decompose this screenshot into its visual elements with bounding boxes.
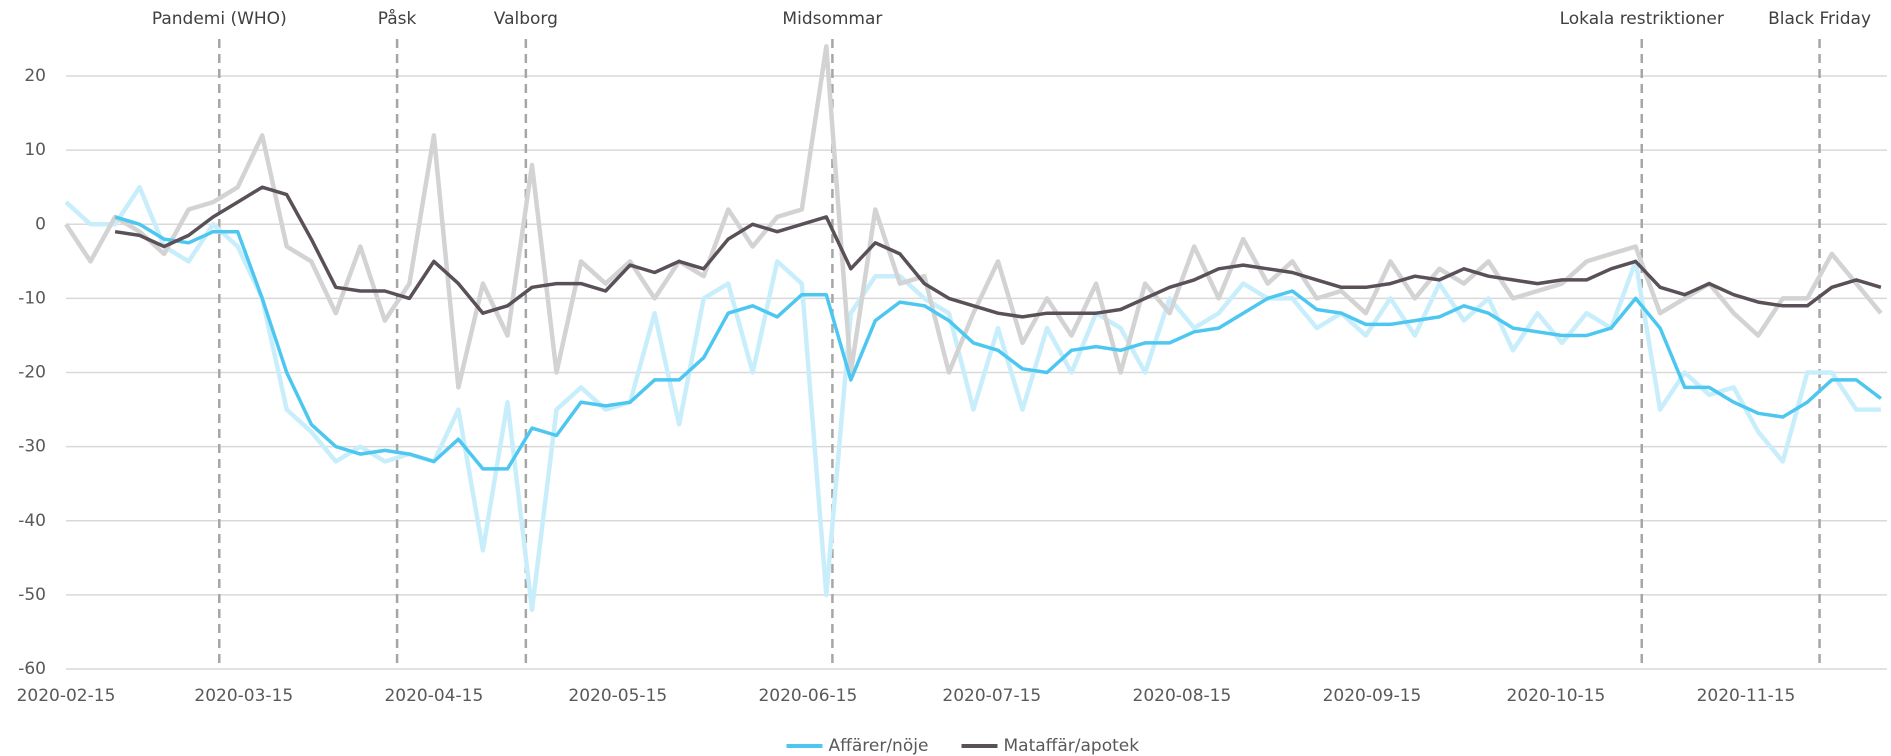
y-tick-label: 10: [24, 140, 46, 160]
x-tick-label: 2020-11-15: [1697, 686, 1796, 706]
y-tick-label: -30: [18, 437, 46, 457]
y-tick-label: 20: [24, 66, 46, 86]
x-tick-label: 2020-09-15: [1323, 686, 1422, 706]
legend-label: Affärer/nöje: [829, 736, 929, 756]
annotation-label: Black Friday: [1768, 9, 1871, 29]
annotation-label: Midsommar: [782, 9, 882, 29]
y-tick-label: 0: [35, 214, 46, 234]
x-tick-label: 2020-02-15: [17, 686, 116, 706]
series-line: [114, 185, 1882, 319]
series-line: [64, 44, 1883, 390]
annotation-label: Pandemi (WHO): [152, 9, 287, 29]
annotation-label: Lokala restriktioner: [1560, 9, 1724, 29]
y-tick-label: -10: [18, 288, 46, 308]
x-tick-label: 2020-07-15: [942, 686, 1041, 706]
annotation-label: Valborg: [494, 9, 558, 29]
x-tick-label: 2020-04-15: [384, 686, 483, 706]
y-tick-label: -40: [18, 511, 46, 531]
annotation-label: Påsk: [378, 8, 417, 29]
x-tick-label: 2020-10-15: [1507, 686, 1606, 706]
y-tick-label: -60: [18, 659, 46, 679]
x-tick-label: 2020-06-15: [758, 686, 857, 706]
series-line: [64, 184, 1881, 612]
x-tick-label: 2020-03-15: [194, 686, 293, 706]
y-tick-label: -20: [18, 363, 46, 383]
x-tick-label: 2020-05-15: [568, 686, 667, 706]
y-tick-label: -50: [18, 585, 46, 605]
series-line: [114, 215, 1882, 471]
legend-label: Mataffär/apotek: [1004, 736, 1140, 756]
x-tick-label: 2020-08-15: [1133, 686, 1232, 706]
